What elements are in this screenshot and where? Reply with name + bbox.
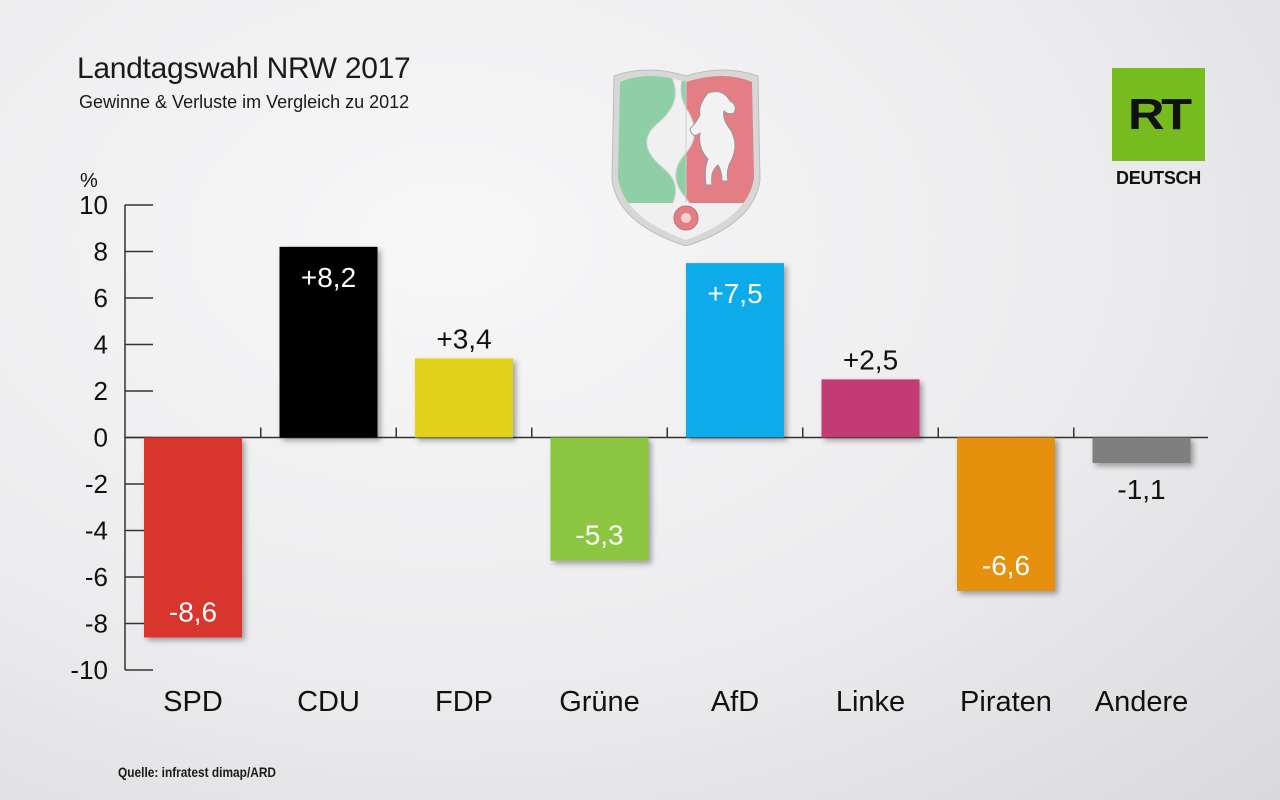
- bar: [686, 263, 784, 438]
- y-tick-label: -8: [85, 609, 108, 639]
- data-label: +2,5: [843, 344, 898, 375]
- category-label: Andere: [1095, 686, 1189, 718]
- logo-subtitle: DEUTSCH: [1116, 168, 1201, 188]
- y-axis-label: %: [80, 170, 98, 192]
- category-label: CDU: [297, 686, 360, 718]
- chart-subtitle: Gewinne & Verluste im Vergleich zu 2012: [79, 92, 410, 112]
- data-label: +7,5: [707, 278, 762, 309]
- data-label: -1,1: [1117, 474, 1165, 505]
- nrw-coat-of-arms-icon: [608, 68, 764, 251]
- source-note: Quelle: infratest dimap/ARD: [118, 764, 277, 780]
- y-tick-label: 2: [94, 376, 108, 406]
- value-labels: -8,6 +8,2 +3,4 -5,3 +7,5 +2,5 -6,6 -1,1: [169, 262, 1166, 628]
- y-tick-label: 10: [79, 190, 108, 220]
- category-label: Linke: [836, 686, 905, 718]
- category-label: AfD: [711, 686, 759, 718]
- bar: [279, 246, 378, 438]
- bar: [821, 379, 920, 438]
- logo-mark: RT: [1128, 89, 1192, 139]
- category-label: SPD: [163, 686, 223, 718]
- y-tick-label: 6: [94, 283, 108, 313]
- y-tick-label: -10: [70, 655, 108, 685]
- y-tick-label: -4: [85, 516, 108, 546]
- category-labels: SPD CDU FDP Grüne AfD Linke Piraten Andere: [163, 686, 1188, 718]
- category-label: Piraten: [960, 686, 1052, 718]
- y-tick-label: 8: [94, 237, 108, 267]
- category-label: FDP: [435, 686, 493, 718]
- data-label: -8,6: [169, 596, 217, 627]
- bar: [144, 437, 242, 638]
- y-tick-label: 4: [94, 330, 108, 360]
- data-label: -5,3: [575, 520, 623, 551]
- y-tick-label: -2: [85, 469, 108, 499]
- y-tick-label: -6: [85, 562, 108, 592]
- data-label: +8,2: [301, 262, 356, 293]
- bar: [957, 437, 1055, 591]
- rt-logo-icon: RT: [1112, 68, 1205, 161]
- data-label: +3,4: [436, 323, 491, 354]
- y-tick-label: 0: [94, 423, 108, 453]
- category-label: Grüne: [559, 686, 640, 718]
- bar: [415, 358, 513, 438]
- chart-title: Landtagswahl NRW 2017: [77, 52, 411, 85]
- data-label: -6,6: [982, 550, 1030, 581]
- bars: [144, 246, 1191, 638]
- bar: [550, 437, 649, 561]
- bar: [1092, 437, 1191, 464]
